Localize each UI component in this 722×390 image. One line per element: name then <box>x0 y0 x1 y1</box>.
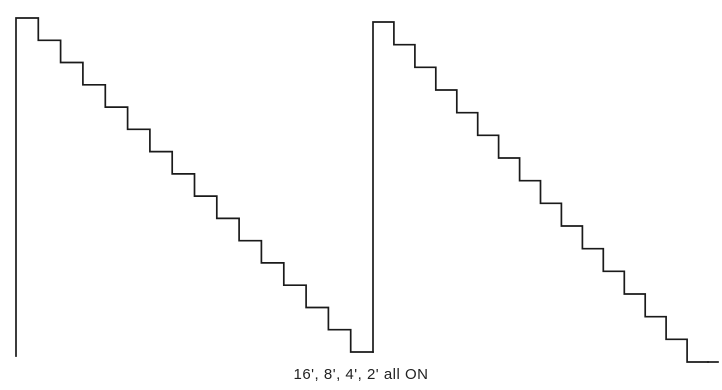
sawtooth-waveform-period-2 <box>372 21 709 363</box>
waveform-caption: 16', 8', 4', 2' all ON <box>293 366 429 383</box>
sawtooth-waveform-period-1 <box>15 17 374 357</box>
